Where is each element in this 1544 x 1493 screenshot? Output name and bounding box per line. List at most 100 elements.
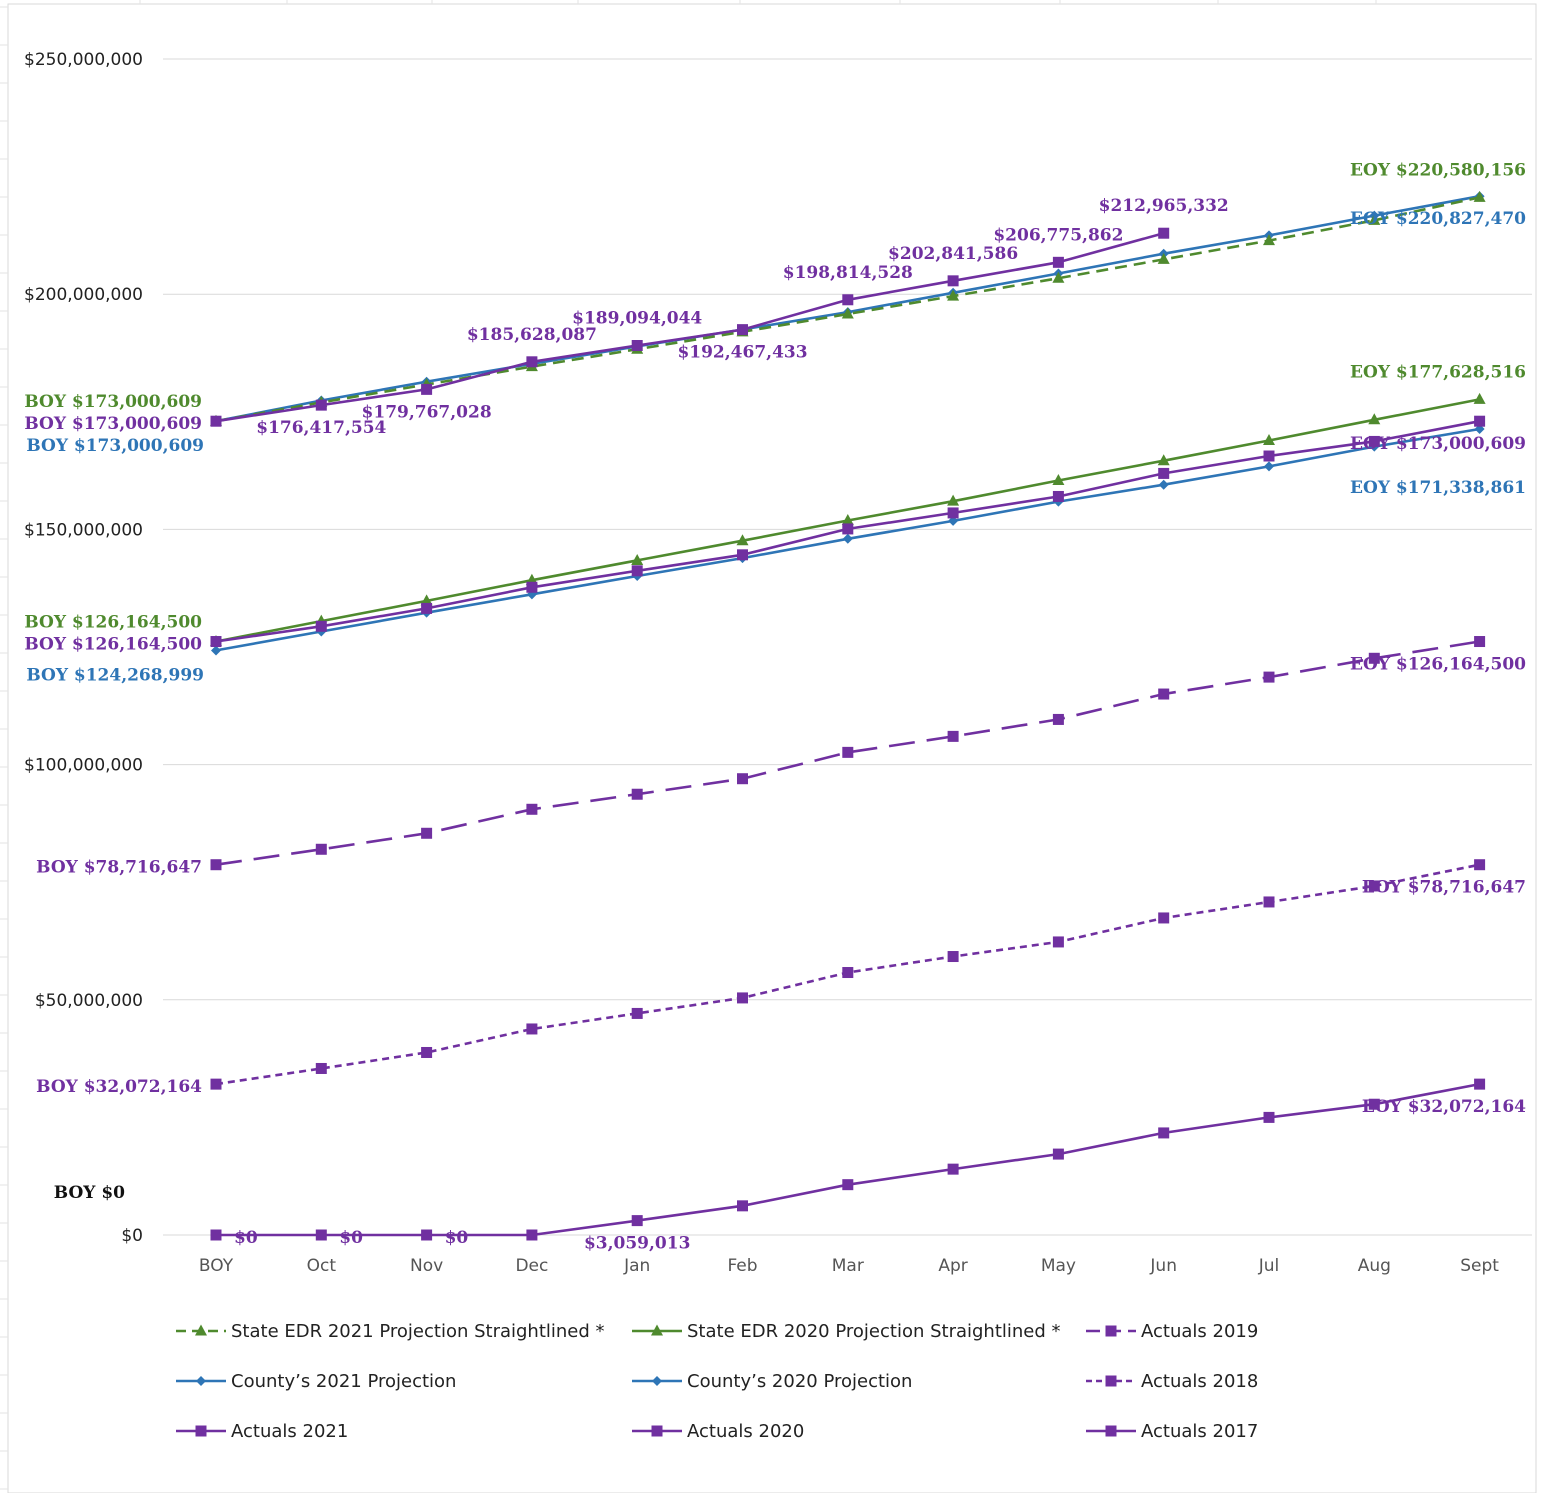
series-actuals-2021 bbox=[210, 227, 1170, 427]
data-point bbox=[1368, 213, 1381, 225]
data-point bbox=[1052, 1148, 1064, 1160]
data-point bbox=[1368, 435, 1380, 447]
data-point bbox=[1368, 1098, 1380, 1110]
data-point bbox=[1157, 454, 1170, 466]
data-label: BOY $0 bbox=[54, 1183, 125, 1203]
data-label: $179,767,028 bbox=[362, 402, 492, 422]
data-point bbox=[1263, 896, 1275, 908]
x-tick-label: Mar bbox=[832, 1256, 864, 1276]
data-point bbox=[1052, 936, 1064, 948]
data-point bbox=[1052, 490, 1064, 502]
data-point bbox=[631, 565, 643, 577]
data-point bbox=[947, 730, 959, 742]
data-point bbox=[1368, 413, 1381, 425]
data-label: BOY $173,000,609 bbox=[24, 392, 202, 412]
data-point bbox=[1473, 392, 1486, 404]
y-tick-label: $250,000,000 bbox=[24, 50, 143, 70]
data-point bbox=[526, 581, 538, 593]
data-label: BOY $78,716,647 bbox=[36, 858, 202, 878]
data-point bbox=[1263, 234, 1275, 246]
y-tick-label: $0 bbox=[121, 1226, 143, 1246]
data-label: EOY $220,827,470 bbox=[1350, 209, 1526, 229]
data-point bbox=[841, 307, 854, 319]
data-point bbox=[737, 992, 748, 1004]
x-tick-label: May bbox=[1041, 1256, 1076, 1276]
data-point bbox=[315, 399, 327, 411]
data-point bbox=[736, 534, 749, 546]
data-label: $198,814,528 bbox=[783, 263, 913, 283]
y-tick-label: $100,000,000 bbox=[24, 756, 143, 776]
data-point bbox=[947, 1163, 959, 1175]
legend-label: County’s 2020 Projection bbox=[687, 1371, 912, 1392]
data-point bbox=[526, 356, 538, 368]
data-label: BOY $173,000,609 bbox=[24, 414, 202, 434]
x-tick-label: Sept bbox=[1460, 1256, 1499, 1276]
data-point bbox=[210, 1229, 222, 1241]
data-label: $0 bbox=[445, 1228, 469, 1248]
data-point bbox=[1158, 227, 1170, 239]
chart-area-border bbox=[7, 3, 1537, 1493]
data-point bbox=[421, 1046, 433, 1058]
data-point bbox=[1158, 688, 1170, 700]
data-point bbox=[315, 620, 327, 632]
data-label: $185,628,087 bbox=[467, 325, 597, 345]
data-point bbox=[1157, 252, 1170, 264]
data-point bbox=[1158, 1127, 1170, 1139]
legend-item: Actuals 2019 bbox=[1086, 1321, 1258, 1342]
data-point bbox=[315, 1062, 327, 1074]
data-label: $206,775,862 bbox=[993, 225, 1123, 245]
series-group bbox=[210, 190, 1486, 1241]
data-point bbox=[1158, 467, 1170, 479]
data-point bbox=[947, 494, 960, 506]
x-tick-label: BOY bbox=[199, 1256, 234, 1276]
data-point bbox=[842, 523, 854, 535]
series-actuals-2020 bbox=[210, 415, 1486, 648]
legend-label: State EDR 2021 Projection Straightlined … bbox=[231, 1321, 605, 1342]
data-label: BOY $32,072,164 bbox=[36, 1077, 202, 1097]
data-label: EOY $32,072,164 bbox=[1362, 1097, 1526, 1117]
data-point bbox=[315, 843, 327, 855]
data-labels: EOY $220,580,156 EOY $220,827,470 $212,965… bbox=[24, 160, 1526, 1253]
data-point bbox=[210, 415, 222, 427]
data-point bbox=[421, 827, 433, 839]
data-point bbox=[421, 1229, 433, 1241]
legend-marker bbox=[195, 1425, 207, 1437]
data-label: BOY $126,164,500 bbox=[24, 613, 202, 633]
data-point bbox=[947, 507, 959, 519]
x-tick-label: Feb bbox=[727, 1256, 757, 1276]
series-actuals-2017 bbox=[210, 1078, 1486, 1241]
data-point bbox=[631, 1215, 643, 1227]
data-point bbox=[1158, 479, 1169, 490]
data-point bbox=[1263, 450, 1275, 462]
x-tick-label: Jan bbox=[623, 1256, 650, 1276]
data-label: BOY $173,000,609 bbox=[26, 436, 204, 456]
legend-marker bbox=[1105, 1375, 1117, 1387]
data-label: $0 bbox=[339, 1228, 363, 1248]
legend-item: County’s 2021 Projection bbox=[176, 1371, 456, 1392]
data-label: EOY $173,000,609 bbox=[1350, 434, 1526, 454]
data-point bbox=[526, 1023, 538, 1035]
data-point bbox=[1368, 652, 1380, 664]
data-point bbox=[1263, 671, 1275, 683]
data-label: $189,094,044 bbox=[572, 309, 702, 329]
data-label: $176,417,554 bbox=[256, 418, 386, 438]
data-label: $192,467,433 bbox=[677, 343, 807, 363]
legend-label: Actuals 2017 bbox=[1141, 1421, 1258, 1442]
x-tick-label: Nov bbox=[410, 1256, 443, 1276]
legend-item: Actuals 2017 bbox=[1086, 1421, 1258, 1442]
x-tick-label: Apr bbox=[938, 1256, 967, 1276]
x-tick-label: Jun bbox=[1149, 1256, 1177, 1276]
data-point bbox=[1473, 190, 1486, 202]
data-point bbox=[1052, 713, 1064, 725]
data-point bbox=[842, 533, 853, 544]
x-axis: BOY Oct Nov Dec Jan Feb Mar Apr May Jun Jul Aug Sept bbox=[199, 1256, 1499, 1276]
legend-label: Actuals 2019 bbox=[1141, 1321, 1258, 1342]
data-label: $202,841,586 bbox=[888, 244, 1018, 264]
legend-label: Actuals 2018 bbox=[1141, 1371, 1258, 1392]
data-point bbox=[631, 1007, 643, 1019]
y-tick-label: $50,000,000 bbox=[35, 991, 143, 1011]
data-point bbox=[1474, 1078, 1486, 1090]
data-point bbox=[526, 1229, 538, 1241]
data-point bbox=[737, 1200, 748, 1212]
